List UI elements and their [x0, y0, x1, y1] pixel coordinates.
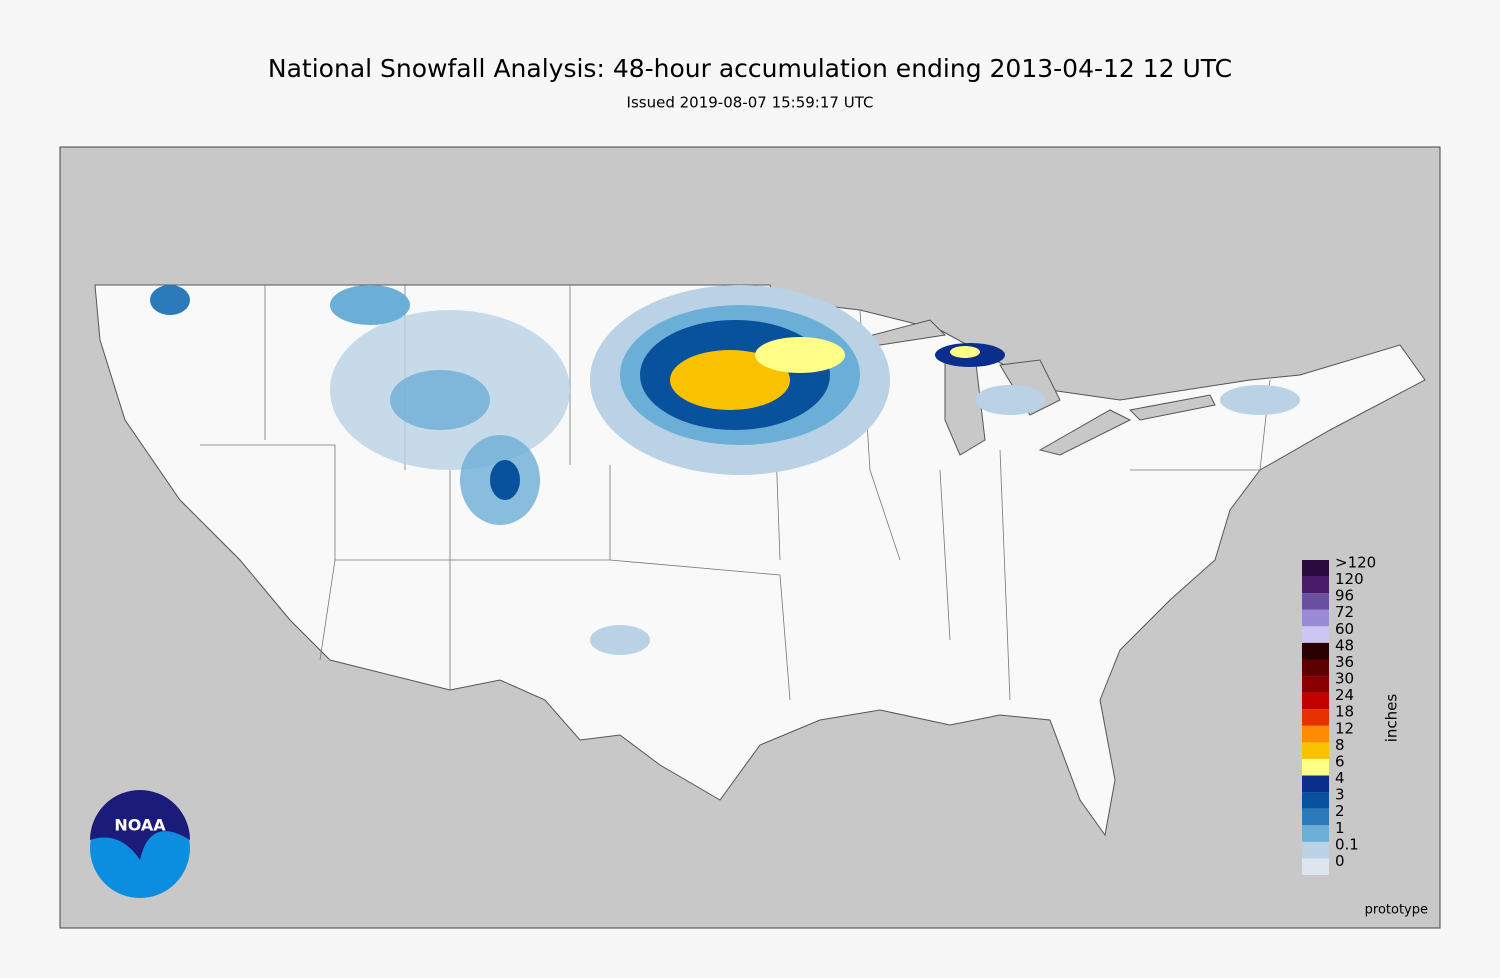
legend-label: 6: [1335, 752, 1345, 770]
legend-label: >120: [1335, 554, 1376, 572]
snow-areas: [150, 285, 1300, 655]
logo-text: NOAA: [114, 816, 166, 835]
legend-label: 0.1: [1335, 835, 1359, 853]
legend-swatch: [1302, 576, 1329, 594]
legend-swatch: [1302, 858, 1329, 875]
legend-swatch: [1302, 709, 1329, 726]
legend-swatch: [1302, 825, 1329, 842]
legend-label: 0: [1335, 852, 1345, 870]
legend-label: 2: [1335, 802, 1345, 820]
legend-swatch: [1302, 775, 1329, 793]
legend-label: 3: [1335, 786, 1345, 804]
legend-swatch: [1302, 593, 1329, 610]
legend-swatch: [1302, 725, 1329, 743]
legend-swatch: [1302, 792, 1329, 809]
legend-swatch: [1302, 758, 1329, 776]
noaa-logo: NOAA: [90, 790, 190, 898]
legend-label: 1: [1335, 819, 1345, 837]
map: [59, 146, 1441, 929]
legend-label: 18: [1335, 703, 1354, 721]
legend-label: 12: [1335, 719, 1354, 737]
legend-label: 4: [1335, 769, 1345, 787]
legend-swatch: [1302, 676, 1329, 693]
legend-swatch: [1302, 692, 1329, 710]
legend-label: 8: [1335, 736, 1345, 754]
legend-swatch: [1302, 808, 1329, 826]
legend-swatch: [1302, 642, 1329, 660]
legend-swatch: [1302, 841, 1329, 859]
note: prototype: [1365, 903, 1428, 918]
legend-swatch: [1302, 742, 1329, 759]
legend-label: 60: [1335, 620, 1354, 638]
legend-swatch: [1302, 560, 1329, 577]
legend-swatch: [1302, 659, 1329, 677]
legend-swatch: [1302, 609, 1329, 627]
legend-label: 96: [1335, 587, 1354, 605]
legend-label: 120: [1335, 570, 1364, 588]
legend-swatch: [1302, 626, 1329, 643]
legend-unit: inches: [1383, 694, 1401, 743]
subtitle: Issued 2019-08-07 15:59:17 UTC: [627, 94, 874, 112]
title: National Snowfall Analysis: 48-hour accu…: [268, 54, 1232, 83]
legend-label: 24: [1335, 686, 1354, 704]
legend-label: 48: [1335, 636, 1354, 654]
legend-label: 36: [1335, 653, 1354, 671]
legend-label: 72: [1335, 603, 1354, 621]
legend-label: 30: [1335, 670, 1354, 688]
